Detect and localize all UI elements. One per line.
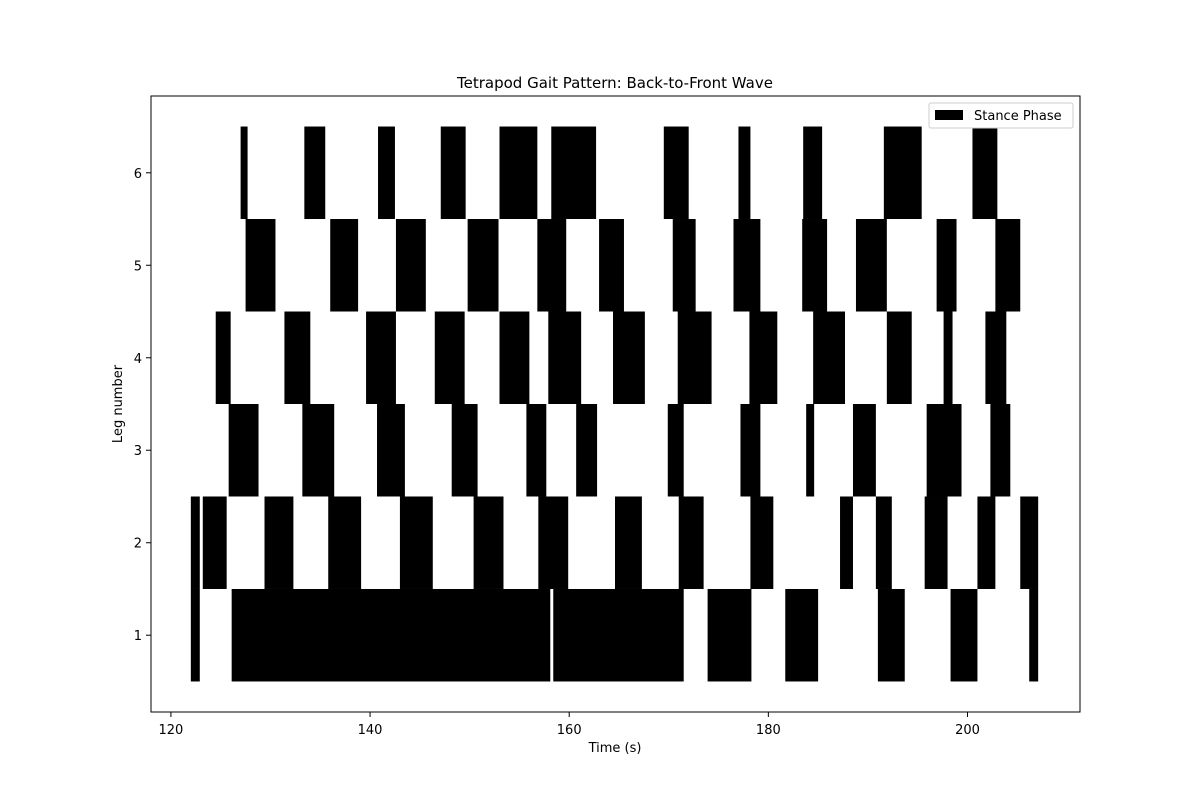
y-axis-ticks: 1 2 3 4 5 6	[134, 167, 151, 644]
x-tick-label: 160	[557, 723, 582, 738]
stance-bar-leg-6-4	[440, 126, 466, 220]
stance-bar-leg-2-4	[328, 496, 362, 589]
stance-bar-leg-3-5	[526, 404, 547, 497]
x-tick-label: 180	[756, 723, 781, 738]
stance-bar-leg-6-1	[240, 126, 248, 220]
stance-bar-leg-5-6	[599, 219, 624, 312]
stance-bar-leg-2-1	[190, 496, 200, 589]
stance-bar-leg-6-9	[803, 126, 823, 220]
legend-swatch	[935, 110, 963, 120]
stance-bar-leg-4-12	[943, 311, 953, 404]
stance-bar-leg-1-2	[231, 588, 551, 682]
stance-bar-leg-4-4	[434, 311, 465, 404]
stance-bar-leg-2-11	[840, 496, 853, 589]
stance-bar-leg-5-2	[330, 219, 359, 312]
stance-bar-leg-2-8	[615, 496, 642, 589]
stance-bar-leg-4-6	[548, 311, 582, 404]
stance-bar-leg-1-3	[553, 588, 684, 682]
stance-bar-leg-6-11	[972, 126, 998, 220]
stance-bar-leg-4-13	[985, 311, 1007, 404]
stance-bar-leg-3-12	[990, 404, 1011, 497]
y-axis-label: Leg number	[111, 364, 126, 443]
stance-bar-leg-4-8	[677, 311, 712, 404]
stance-bar-leg-1-7	[950, 588, 978, 682]
stance-bar-leg-2-6	[473, 496, 504, 589]
stance-bar-leg-3-4	[451, 404, 478, 497]
stance-bar-leg-4-10	[813, 311, 846, 404]
stance-bar-leg-2-15	[1020, 496, 1039, 589]
chart-title: Tetrapod Gait Pattern: Back-to-Front Wav…	[456, 74, 773, 92]
stance-bar-leg-5-11	[936, 219, 957, 312]
stance-bar-leg-2-14	[977, 496, 996, 589]
stance-bar-leg-5-4	[467, 219, 499, 312]
stance-bar-leg-6-2	[304, 126, 326, 220]
stance-bar-leg-4-5	[499, 311, 530, 404]
stance-bar-leg-2-13	[924, 496, 948, 589]
stance-bar-leg-2-7	[538, 496, 569, 589]
y-tick-label: 4	[134, 352, 142, 367]
stance-bar-leg-4-1	[215, 311, 231, 404]
legend-label: Stance Phase	[974, 109, 1062, 124]
stance-bar-leg-4-7	[613, 311, 645, 404]
stance-bar-leg-2-12	[875, 496, 892, 589]
stance-bar-leg-6-6	[551, 126, 597, 220]
plot-frame	[150, 95, 1081, 713]
y-tick-label: 3	[134, 444, 142, 459]
y-tick-label: 5	[134, 259, 142, 274]
stance-bar-leg-3-7	[667, 404, 684, 497]
stance-bar-leg-3-2	[302, 404, 335, 497]
y-tick-label: 6	[134, 167, 142, 182]
x-tick-label: 200	[955, 723, 980, 738]
stance-bar-leg-6-3	[378, 126, 395, 220]
stance-bar-leg-2-9	[678, 496, 704, 589]
x-axis-label: Time (s)	[588, 741, 642, 756]
stance-bar-leg-3-6	[576, 404, 598, 497]
stance-bar-leg-3-11	[926, 404, 962, 497]
stance-bar-leg-3-10	[852, 404, 876, 497]
stance-bar-leg-6-7	[663, 126, 689, 220]
stance-bar-leg-2-2	[202, 496, 227, 589]
stance-bar-leg-2-3	[264, 496, 294, 589]
stance-bar-leg-5-8	[733, 219, 761, 312]
stance-bar-leg-1-8	[1029, 588, 1039, 682]
stance-bar-leg-4-3	[366, 311, 396, 404]
stance-bar-leg-3-9	[806, 404, 815, 497]
stance-bar-leg-5-5	[537, 219, 567, 312]
stance-bar-leg-3-1	[228, 404, 259, 497]
x-axis-ticks: 120 140 160 180 200	[159, 712, 980, 738]
stance-bar-leg-1-4	[707, 588, 752, 682]
stance-bar-leg-1-6	[877, 588, 905, 682]
y-tick-label: 2	[134, 537, 142, 552]
stance-bar-leg-1-1	[190, 588, 200, 682]
stance-bar-leg-5-7	[672, 219, 696, 312]
stance-bar-leg-5-3	[395, 219, 426, 312]
bars-layer	[190, 126, 1039, 682]
legend: Stance Phase	[928, 102, 1074, 129]
stance-bar-leg-6-10	[883, 126, 922, 220]
stance-bar-leg-4-9	[749, 311, 778, 404]
stance-bar-leg-5-1	[245, 219, 276, 312]
stance-bar-leg-3-3	[377, 404, 405, 497]
stance-bar-leg-2-5	[399, 496, 433, 589]
stance-bar-leg-5-10	[855, 219, 887, 312]
stance-bar-leg-2-10	[750, 496, 774, 589]
x-tick-label: 120	[159, 723, 184, 738]
stance-bar-leg-5-9	[802, 219, 828, 312]
stance-bar-leg-4-2	[284, 311, 311, 404]
legend-box	[928, 102, 1074, 129]
stance-bar-leg-6-8	[738, 126, 751, 220]
stance-bar-leg-5-12	[995, 219, 1021, 312]
stance-bar-leg-6-5	[499, 126, 538, 220]
y-tick-label: 1	[134, 629, 142, 644]
stance-bar-leg-4-11	[886, 311, 912, 404]
x-tick-label: 140	[358, 723, 383, 738]
stance-bar-leg-3-8	[740, 404, 761, 497]
stance-bar-leg-1-5	[785, 588, 819, 682]
